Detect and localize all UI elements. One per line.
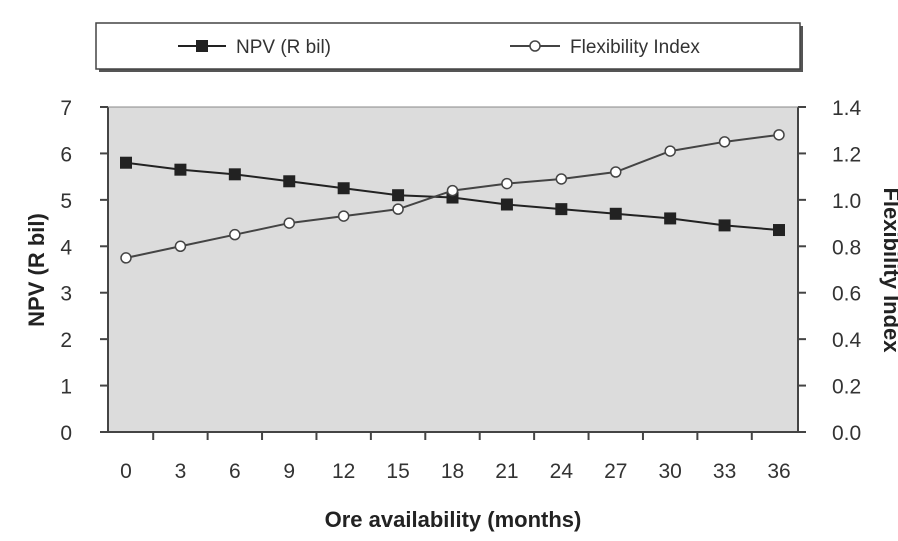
x-tick-label: 36 — [767, 460, 790, 483]
x-tick-label: 6 — [229, 460, 241, 483]
flexibility-index-point — [283, 217, 295, 229]
legend-flex-marker — [529, 40, 541, 52]
y2-axis-title: Flexibility Index — [879, 187, 898, 353]
npv-point — [773, 224, 785, 237]
npv-point — [609, 207, 622, 220]
x-tick-label: 12 — [332, 460, 355, 483]
x-axis-title: Ore availability (months) — [325, 507, 582, 532]
y-tick-label: 6 — [60, 143, 72, 166]
x-tick-label: 18 — [441, 460, 464, 483]
y-tick-label: 0 — [60, 422, 72, 445]
x-tick-label: 33 — [713, 460, 736, 483]
y2-tick-label: 1.2 — [832, 143, 861, 166]
flexibility-index-point — [501, 177, 513, 190]
x-tick-label: 9 — [283, 460, 295, 483]
flexibility-index-point — [120, 252, 132, 264]
flexibility-index-point — [773, 129, 785, 141]
x-tick-label: 15 — [386, 460, 409, 483]
y-tick-label: 3 — [60, 283, 72, 306]
y2-tick-label: 0.0 — [832, 422, 861, 445]
x-tick-label: 27 — [604, 460, 627, 483]
y-tick-label: 1 — [60, 376, 72, 399]
flexibility-index-point — [664, 145, 676, 157]
npv-point — [120, 156, 132, 169]
plot-area — [108, 107, 798, 432]
x-tick-label: 3 — [175, 460, 187, 483]
npv-point — [228, 168, 241, 181]
series-layer — [120, 129, 785, 264]
y2-tick-label: 1.0 — [832, 190, 861, 213]
flexibility-index-point — [392, 203, 404, 215]
x-ticks: 0 3 6 9 12 15 18 21 24 27 30 33 36 — [120, 432, 791, 483]
y-ticks: 0 1 2 3 4 5 6 7 — [60, 97, 108, 445]
y2-tick-label: 1.4 — [832, 97, 862, 120]
npv-point — [392, 189, 405, 202]
y-tick-label: 4 — [60, 236, 72, 259]
legend-flex-label: Flexibility Index — [570, 37, 700, 58]
y2-tick-label: 0.4 — [832, 329, 862, 352]
npv-point — [718, 219, 731, 232]
flexibility-index-point — [555, 173, 568, 185]
flexibility-index-point — [337, 210, 350, 222]
flexibility-index-point — [229, 228, 241, 241]
npv-point — [174, 163, 187, 176]
legend: NPV (R bil) Flexibility Index — [95, 22, 803, 72]
x-tick-label: 0 — [120, 460, 132, 483]
flexibility-index-point — [610, 166, 622, 178]
legend-npv-marker — [196, 40, 208, 52]
y2-tick-label: 0.2 — [832, 376, 861, 399]
npv-point — [664, 212, 677, 225]
x-tick-label: 24 — [550, 460, 574, 483]
y-tick-label: 5 — [60, 190, 72, 213]
npv-point — [500, 198, 513, 211]
y-tick-label: 2 — [60, 329, 72, 352]
npv-point — [283, 175, 296, 188]
y2-tick-label: 0.8 — [832, 236, 861, 259]
npv-point — [337, 182, 350, 195]
y-tick-label: 7 — [60, 97, 72, 120]
x-tick-label: 30 — [658, 460, 681, 483]
flexibility-index-point — [446, 184, 459, 197]
y2-ticks: 0.0 0.2 0.4 0.6 0.8 1.0 1.2 1.4 — [798, 97, 862, 445]
npv-point — [555, 203, 568, 216]
flexibility-index-point — [718, 136, 731, 148]
x-tick-label: 21 — [495, 460, 518, 483]
y-axis-title: NPV (R bil) — [24, 213, 49, 327]
y2-tick-label: 0.6 — [832, 283, 861, 306]
legend-npv-label: NPV (R bil) — [236, 37, 331, 58]
flexibility-index-point — [174, 240, 187, 253]
